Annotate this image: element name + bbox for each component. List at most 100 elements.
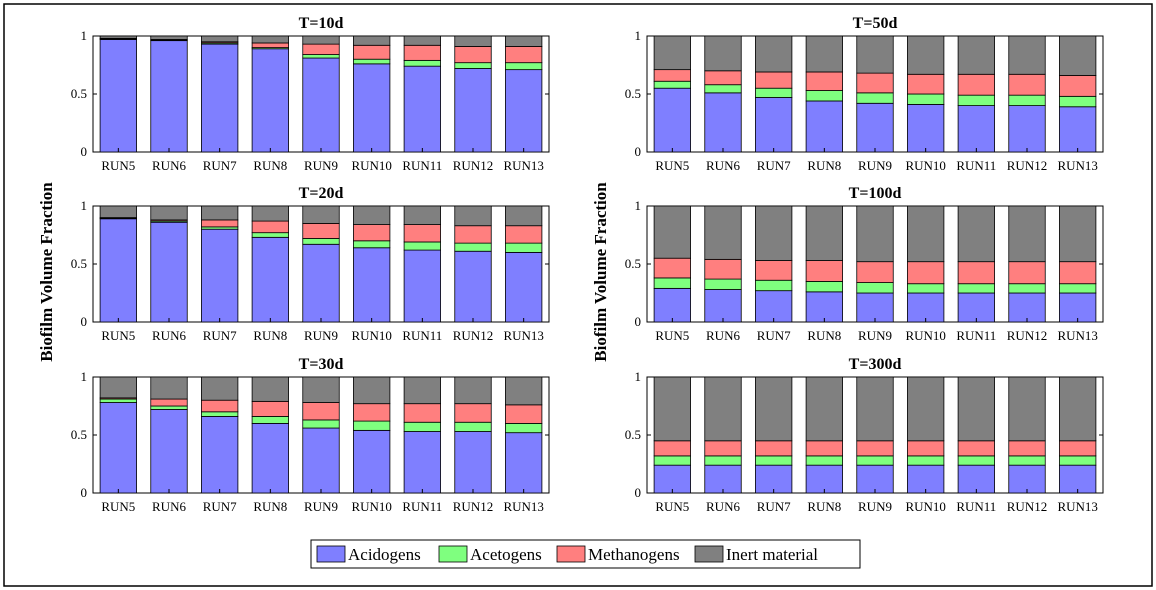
panel-title: T=20d	[299, 185, 344, 202]
legend-label: Inert material	[726, 545, 818, 564]
bar-run5-acidogens	[99, 218, 137, 323]
x-tick-label: RUN13	[1057, 328, 1097, 343]
bar-run9-inert-material	[856, 376, 894, 442]
x-tick-label: RUN9	[858, 499, 892, 514]
legend-item-acidogens: Acidogens	[316, 545, 421, 564]
bar-run12-methanogens	[1008, 73, 1046, 96]
bar-run9-acetogens	[302, 419, 340, 429]
bar-run11-acetogens	[957, 94, 995, 107]
bar-run8-acidogens	[251, 48, 289, 153]
y-tick-label: 0	[635, 314, 642, 329]
y-axis-label-right: Biofilm Volume Fraction	[591, 182, 610, 362]
bar-run13-inert-material	[1059, 376, 1097, 442]
bar-run7-inert-material	[201, 376, 239, 401]
bar-run6-inert-material	[704, 35, 742, 72]
panel-t-10d: T=10d 0 0.5 1 RUN5 RUN6 RUN7 RUN8 RUN9 RUN10 RUN11…	[71, 15, 550, 173]
panel-title: T=300d	[849, 356, 902, 373]
bar-run7-acidogens	[755, 290, 793, 323]
bar-run9-methanogens	[856, 72, 894, 94]
bar-run12-methanogens	[454, 225, 492, 244]
x-tick-label: RUN12	[1007, 499, 1047, 514]
bar-run13-acetogens	[505, 62, 543, 71]
bar-run5-inert-material	[99, 205, 137, 218]
bar-run9-inert-material	[302, 205, 340, 224]
bar-run7-inert-material	[201, 205, 239, 221]
bar-run8-acetogens	[805, 90, 843, 102]
bar-run12-acetogens	[1008, 94, 1046, 107]
bar-run6-acetogens	[704, 84, 742, 94]
x-tick-label: RUN13	[1057, 499, 1097, 514]
panel-t-30d: T=30d 0 0.5 1 RUN5 RUN6 RUN7 RUN8 RUN9 RUN10 RUN11…	[71, 356, 550, 514]
panel-t-100d: T=100d 0 0.5 1 RUN5 RUN6 RUN7 RUN8 RUN9 RUN10 RUN1…	[625, 185, 1104, 343]
bar-run10-methanogens	[353, 403, 391, 422]
y-axis-label-left: Biofilm Volume Fraction	[37, 182, 56, 362]
y-tick-label: 1	[635, 369, 642, 384]
x-tick-label: RUN5	[655, 328, 689, 343]
x-tick-label: RUN8	[253, 158, 287, 173]
bar-run9-acidogens	[856, 102, 894, 153]
bar-run10-methanogens	[907, 73, 945, 95]
bar-run8-inert-material	[251, 376, 289, 402]
bar-run7-acidogens	[201, 416, 239, 494]
bar-run12-acidogens	[1008, 105, 1046, 153]
bar-run11-acetogens	[403, 59, 441, 67]
bar-run11-inert-material	[403, 35, 441, 46]
bar-run11-acetogens	[403, 241, 441, 251]
bar-run7-methanogens	[201, 219, 239, 228]
bar-run12-acetogens	[1008, 283, 1046, 294]
bar-run6-inert-material	[704, 205, 742, 260]
x-tick-label: RUN5	[655, 158, 689, 173]
bar-run7-inert-material	[755, 205, 793, 261]
x-tick-label: RUN6	[152, 158, 186, 173]
y-tick-label: 0.5	[71, 256, 87, 271]
bar-run13-acetogens	[1059, 283, 1097, 294]
x-tick-label: RUN7	[203, 499, 237, 514]
bar-run7-acidogens	[755, 97, 793, 153]
bar-run13-methanogens	[505, 46, 543, 64]
bar-run6-methanogens	[150, 398, 188, 407]
bar-run5-acidogens	[653, 464, 691, 494]
bar-run5-acidogens	[99, 402, 137, 494]
x-tick-label: RUN10	[905, 328, 945, 343]
bar-run11-methanogens	[957, 73, 995, 96]
bar-run8-methanogens	[251, 400, 289, 417]
bar-run8-methanogens	[251, 220, 289, 234]
x-tick-label: RUN5	[101, 158, 135, 173]
bar-run12-inert-material	[454, 35, 492, 47]
bar-run8-inert-material	[805, 35, 843, 73]
bar-run8-acidogens	[805, 464, 843, 494]
bar-run13-inert-material	[1059, 35, 1097, 76]
bar-run12-inert-material	[1008, 35, 1046, 75]
bar-run6-acetogens	[704, 278, 742, 290]
bar-run13-acetogens	[505, 242, 543, 253]
bar-run10-acetogens	[907, 283, 945, 294]
legend-swatch	[438, 545, 468, 563]
bar-run10-acetogens	[353, 240, 391, 249]
bar-run10-methanogens	[907, 261, 945, 285]
y-tick-label: 0.5	[71, 86, 87, 101]
bar-run10-acetogens	[907, 455, 945, 466]
y-tick-label: 0.5	[625, 86, 641, 101]
bar-run5-methanogens	[653, 257, 691, 279]
bar-run9-acidogens	[302, 243, 340, 323]
bar-run9-methanogens	[302, 43, 340, 55]
y-tick-label: 1	[81, 198, 88, 213]
bar-run13-methanogens	[505, 404, 543, 424]
bar-run12-inert-material	[1008, 376, 1046, 442]
bar-run12-inert-material	[454, 205, 492, 227]
bar-run10-inert-material	[907, 35, 945, 75]
bar-run8-acidogens	[805, 291, 843, 323]
bar-run10-inert-material	[353, 35, 391, 46]
bar-run13-acidogens	[505, 432, 543, 494]
x-tick-label: RUN11	[956, 328, 996, 343]
bar-run9-acidogens	[302, 57, 340, 153]
bar-run5-acetogens	[653, 277, 691, 289]
bar-run11-acidogens	[403, 65, 441, 153]
bar-run6-acidogens	[150, 221, 188, 323]
bar-run9-acetogens	[302, 54, 340, 59]
x-tick-label: RUN12	[453, 328, 493, 343]
bar-run10-acidogens	[907, 292, 945, 323]
x-tick-label: RUN11	[956, 499, 996, 514]
bar-run5-acetogens	[653, 455, 691, 466]
bar-run8-methanogens	[805, 260, 843, 282]
